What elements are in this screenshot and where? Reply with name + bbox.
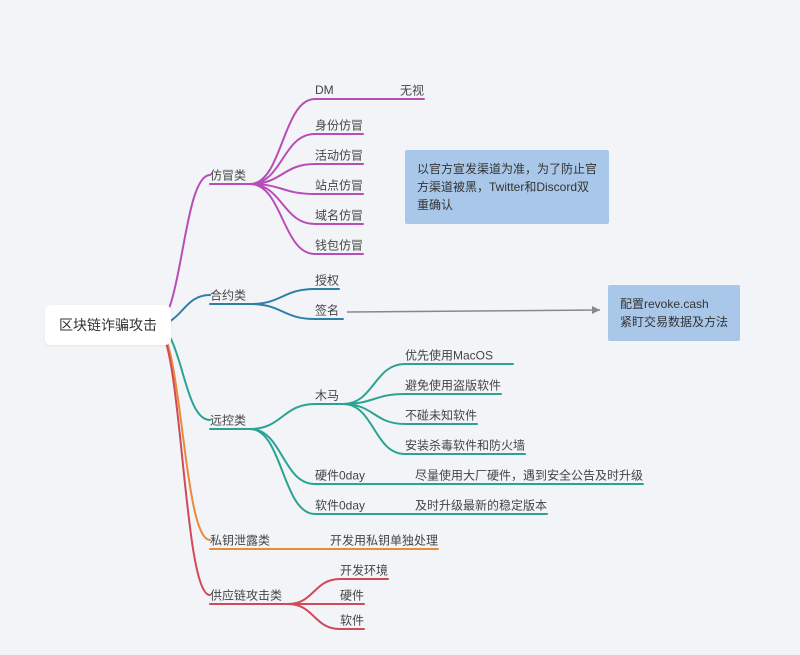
leaf-idfake: 身份仿冒: [315, 115, 363, 136]
leaf-trojan: 木马: [315, 385, 339, 406]
leaf-hw: 硬件: [340, 585, 364, 606]
leaf-walfake: 钱包仿冒: [315, 235, 363, 256]
branch-pk: 私钥泄露类: [210, 530, 270, 551]
leaf-macos: 优先使用MacOS: [405, 345, 493, 366]
leaf-actfake: 活动仿冒: [315, 145, 363, 166]
leaf-av: 安装杀毒软件和防火墙: [405, 435, 525, 456]
leaf-sign: 签名: [315, 300, 339, 321]
leaf-unknown: 不碰未知软件: [405, 405, 477, 426]
root-node: 区块链诈骗攻击: [45, 305, 171, 345]
branch-contract: 合约类: [210, 285, 246, 306]
leaf-swupdate: 及时升级最新的稳定版本: [415, 495, 547, 516]
leaf-hw0day: 硬件0day: [315, 465, 365, 486]
leaf-devpk: 开发用私钥单独处理: [330, 530, 438, 551]
leaf-pirate: 避免使用盗版软件: [405, 375, 501, 396]
leaf-ignore: 无视: [400, 80, 424, 101]
leaf-devenv: 开发环境: [340, 560, 388, 581]
leaf-sw0day: 软件0day: [315, 495, 365, 516]
leaf-auth: 授权: [315, 270, 339, 291]
leaf-domfake: 域名仿冒: [315, 205, 363, 226]
leaf-sw: 软件: [340, 610, 364, 631]
leaf-dm: DM: [315, 81, 334, 99]
branch-fake: 仿冒类: [210, 165, 246, 186]
note-note1: 以官方宣发渠道为准，为了防止官方渠道被黑，Twitter和Discord双重确认: [405, 150, 609, 224]
note-note2: 配置revoke.cash紧盯交易数据及方法: [608, 285, 740, 341]
mindmap-canvas: 区块链诈骗攻击 仿冒类 DM 无视身份仿冒活动仿冒站点仿冒域名仿冒钱包仿冒合约类 授权签…: [0, 0, 800, 655]
leaf-sitefake: 站点仿冒: [315, 175, 363, 196]
branch-remote: 远控类: [210, 410, 246, 431]
branch-supply: 供应链攻击类: [210, 585, 282, 606]
leaf-hwvendor: 尽量使用大厂硬件，遇到安全公告及时升级: [415, 465, 643, 486]
